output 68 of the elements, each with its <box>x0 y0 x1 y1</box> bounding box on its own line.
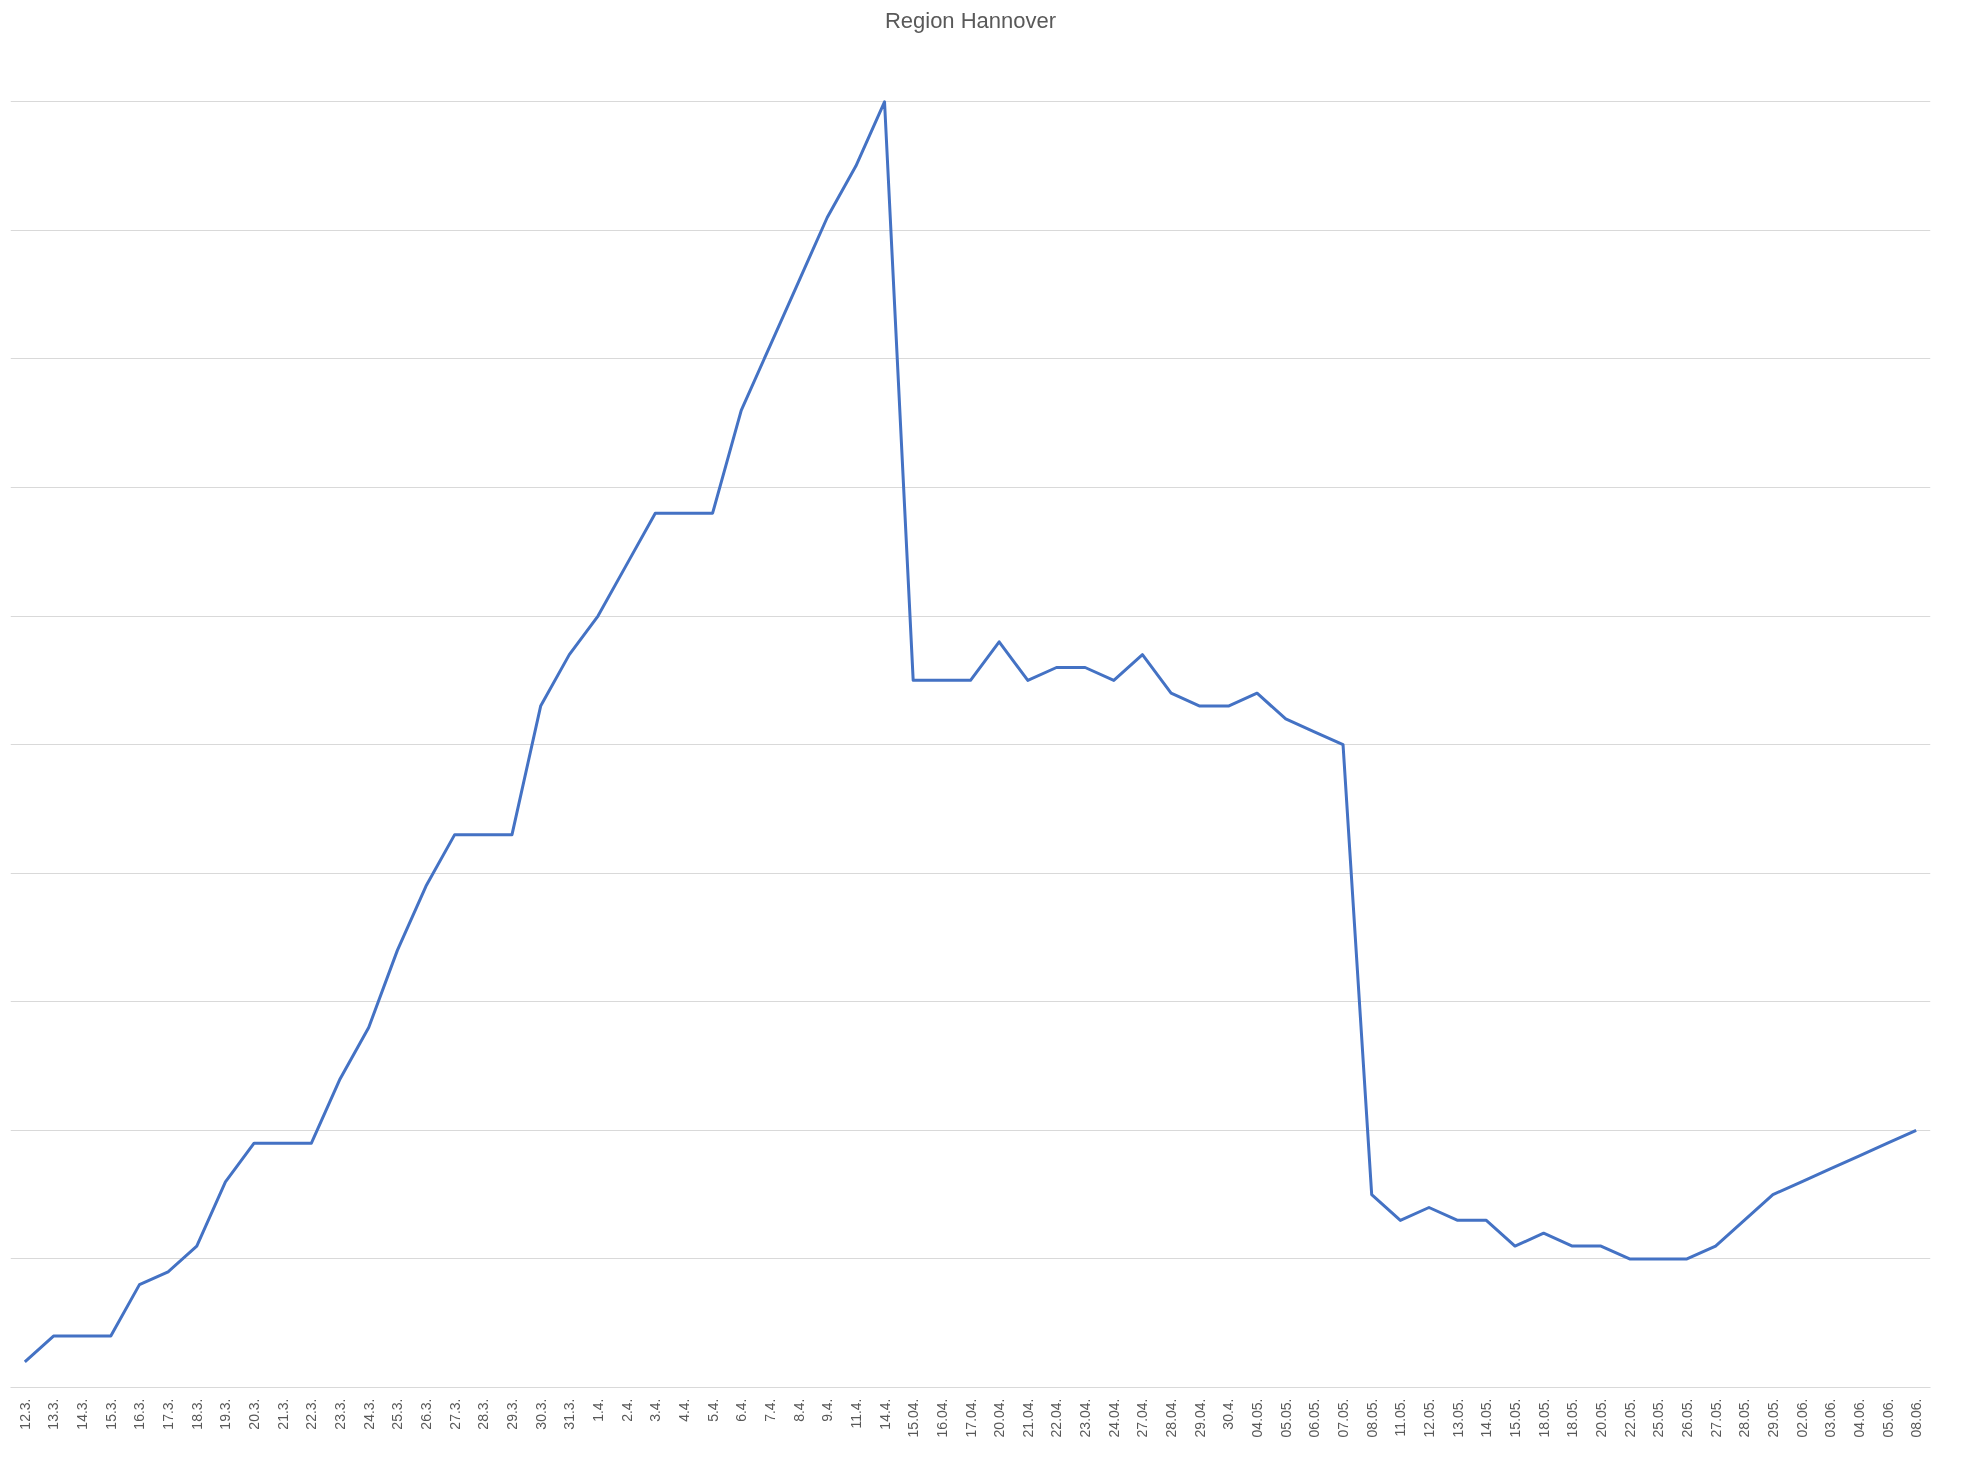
x-tick-label: 29.3. <box>503 1398 520 1430</box>
x-tick-label: 2.4. <box>618 1398 635 1422</box>
x-tick-label: 12.05. <box>1421 1398 1438 1438</box>
x-tick-label: 18.05. <box>1535 1398 1552 1438</box>
x-tick-label: 20.3. <box>246 1398 263 1430</box>
x-tick-label: 15.3. <box>102 1398 119 1430</box>
x-tick-label: 28.3. <box>475 1398 492 1430</box>
x-tick-label: 22.05. <box>1621 1398 1638 1438</box>
x-tick-label: 07.05. <box>1335 1398 1352 1438</box>
x-tick-label: 3.4. <box>647 1398 664 1422</box>
x-tick-label: 25.05. <box>1650 1398 1667 1438</box>
x-tick-label: 1.4. <box>589 1398 606 1422</box>
x-tick-label: 13.05. <box>1449 1398 1466 1438</box>
x-tick-label: 5.4. <box>704 1398 721 1422</box>
x-tick-label: 16.04. <box>933 1398 950 1438</box>
x-tick-label: 17.04. <box>962 1398 979 1438</box>
x-tick-label: 15.05. <box>1506 1398 1523 1438</box>
x-tick-label: 18.05. <box>1564 1398 1581 1438</box>
x-tick-label: 27.3. <box>446 1398 463 1430</box>
x-tick-label: 08.05. <box>1363 1398 1380 1438</box>
x-tick-label: 08.06. <box>1908 1398 1925 1438</box>
x-tick-label: 24.04. <box>1105 1398 1122 1438</box>
x-tick-label: 22.3. <box>303 1398 320 1430</box>
x-tick-label: 20.05. <box>1592 1398 1609 1438</box>
x-tick-label: 29.04. <box>1191 1398 1208 1438</box>
x-tick-label: 8.4. <box>790 1398 807 1422</box>
x-tick-label: 14.05. <box>1478 1398 1495 1438</box>
x-tick-label: 23.3. <box>332 1398 349 1430</box>
x-tick-label: 31.3. <box>561 1398 578 1430</box>
x-tick-label: 21.3. <box>274 1398 291 1430</box>
x-tick-label: 30.3. <box>532 1398 549 1430</box>
x-tick-label: 14.3. <box>74 1398 91 1430</box>
x-tick-label: 02.06. <box>1793 1398 1810 1438</box>
x-tick-label: 19.3. <box>217 1398 234 1430</box>
x-tick-label: 13.3. <box>45 1398 62 1430</box>
x-tick-label: 05.05. <box>1277 1398 1294 1438</box>
x-tick-label: 11.4. <box>847 1398 864 1429</box>
x-tick-label: 14.4. <box>876 1398 893 1430</box>
x-tick-label: 27.05. <box>1707 1398 1724 1438</box>
x-tick-label: 27.04. <box>1134 1398 1151 1438</box>
x-tick-label: 18.3. <box>188 1398 205 1430</box>
x-tick-label: 23.04. <box>1077 1398 1094 1438</box>
x-tick-label: 6.4. <box>733 1398 750 1422</box>
x-tick-label: 28.05. <box>1736 1398 1753 1438</box>
x-tick-label: 26.3. <box>418 1398 435 1430</box>
x-tick-label: 16.3. <box>131 1398 148 1430</box>
x-tick-label: 26.05. <box>1678 1398 1695 1438</box>
x-tick-label: 12.3. <box>16 1398 33 1430</box>
x-tick-label: 17.3. <box>160 1398 177 1430</box>
x-tick-label: 30.4. <box>1220 1398 1237 1430</box>
x-tick-label: 9.4. <box>819 1398 836 1422</box>
x-tick-label: 03.06. <box>1822 1398 1839 1438</box>
x-tick-label: 7.4. <box>761 1398 778 1422</box>
x-tick-label: 4.4. <box>675 1398 692 1422</box>
x-tick-label: 06.05. <box>1306 1398 1323 1438</box>
x-tick-label: 15.04. <box>905 1398 922 1438</box>
x-tick-label: 11.05. <box>1392 1398 1409 1437</box>
x-tick-label: 29.05. <box>1764 1398 1781 1438</box>
x-tick-label: 25.3. <box>389 1398 406 1430</box>
x-tick-label: 04.05. <box>1249 1398 1266 1438</box>
x-tick-label: 21.04. <box>1019 1398 1036 1438</box>
x-tick-label: 05.06. <box>1879 1398 1896 1438</box>
x-tick-label: 24.3. <box>360 1398 377 1430</box>
x-tick-label: 28.04. <box>1163 1398 1180 1438</box>
x-tick-label: 22.04. <box>1048 1398 1065 1438</box>
chart-title: Region Hannover <box>884 7 1057 33</box>
x-tick-label: 20.04. <box>991 1398 1008 1438</box>
x-tick-label: 04.06. <box>1850 1398 1867 1438</box>
